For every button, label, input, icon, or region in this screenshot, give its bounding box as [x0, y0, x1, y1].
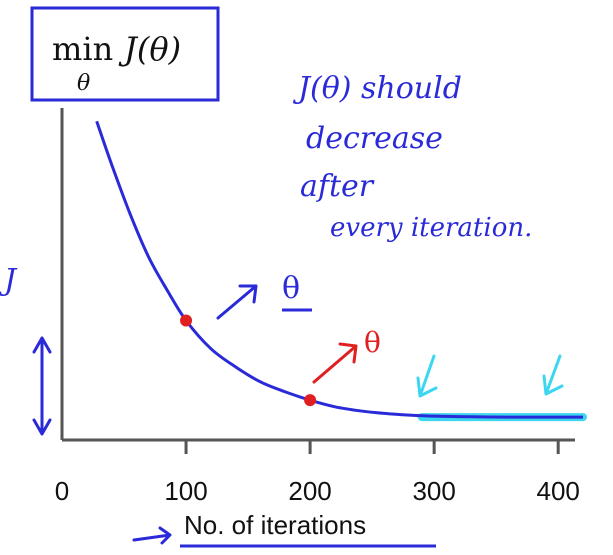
formula-subscript: θ	[77, 71, 90, 96]
formula-min: min	[52, 30, 113, 68]
note-line-1: J(θ) should	[292, 71, 462, 106]
x-axis-label: No. of iterations	[184, 510, 366, 540]
theta-red-label: θ	[364, 326, 381, 359]
x-tick-label: 200	[288, 476, 331, 506]
note-line-2: decrease	[306, 121, 443, 156]
cost-curve-line	[95, 120, 583, 419]
cyan-arrow-right	[542, 354, 564, 396]
axes	[60, 108, 575, 442]
curve-layer	[95, 120, 587, 422]
x-tick-label: 300	[412, 476, 455, 506]
x-tick-label: 100	[164, 476, 207, 506]
x-tick-label: 0	[55, 476, 69, 506]
theta-point-marker	[304, 394, 317, 407]
x-axis-label-group: No. of iterations	[132, 510, 436, 548]
note-line-3: after	[300, 169, 375, 204]
formula-border	[30, 6, 220, 102]
theta-blue-label: θ	[282, 271, 300, 306]
handwritten-note: J(θ) should decrease after every iterati…	[292, 71, 532, 243]
y-axis-mark: J	[0, 263, 18, 298]
cyan-arrow-left	[416, 354, 438, 398]
xlabel-arrow	[132, 526, 172, 545]
blue-arrow	[216, 284, 258, 320]
objective-formula-box: min J(θ) θ	[30, 6, 220, 102]
theta-point-marker	[180, 314, 193, 327]
red-arrow	[312, 342, 358, 384]
annotation-arrows: θ θ	[216, 271, 564, 398]
x-ticks: 0 100 200 300 400	[55, 440, 580, 506]
note-line-4: every iteration.	[330, 213, 532, 243]
y-side-marks: J	[0, 263, 52, 436]
x-tick-label: 400	[536, 476, 579, 506]
y-extent-arrow	[32, 336, 52, 436]
formula-function: J(θ)	[118, 30, 181, 68]
